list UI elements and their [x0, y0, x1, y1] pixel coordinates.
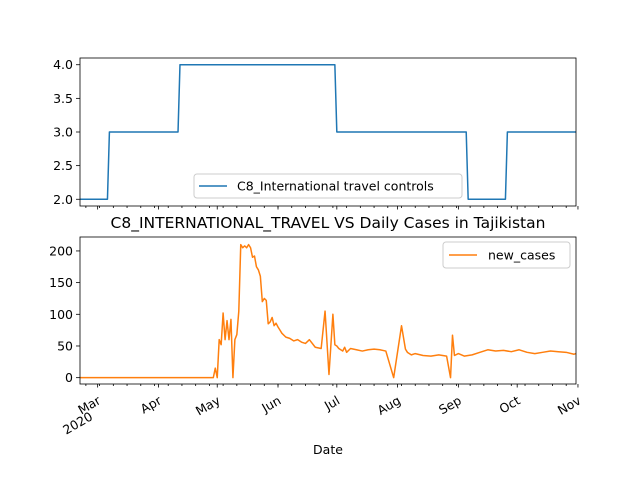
top-ytick-label-4: 4.0: [53, 57, 73, 72]
top-ytick-label-2: 3.0: [53, 125, 73, 140]
top-ytick-label-3: 3.5: [53, 91, 73, 106]
new-cases-series: [79, 243, 577, 379]
top-legend: C8_International travel controls: [193, 173, 463, 199]
bottom-ytick-label-0: 0: [65, 370, 73, 385]
top-ytick-label-0: 2.0: [53, 192, 73, 207]
x-axis-label: Date: [313, 442, 343, 457]
bottom-xtick-label-4: Jul: [321, 393, 342, 414]
travel-controls-series: [79, 63, 577, 201]
bottom-ytick-label-1: 50: [57, 338, 73, 353]
top-legend-label: C8_International travel controls: [237, 179, 434, 194]
top-line-0: [80, 63, 576, 201]
bottom-line-0: [80, 243, 577, 379]
bottom-legend: new_cases: [442, 241, 571, 269]
chart-title: C8_INTERNATIONAL_TRAVEL VS Daily Cases i…: [111, 214, 546, 233]
bottom-ytick-label-2: 100: [49, 307, 73, 322]
bottom-plot-frame: [79, 236, 577, 385]
top-plot-frame: [79, 57, 577, 207]
travel-controls-panel: 2.0 2.5 3.0 3.5 4.0 C8_International travel …: [53, 57, 579, 210]
top-ytick-label-1: 2.5: [53, 158, 73, 173]
bottom-y-axis-ticks: 0 50 100 150 200: [49, 243, 80, 385]
bottom-ytick-label-3: 150: [49, 275, 73, 290]
bottom-legend-box: [442, 241, 571, 269]
bottom-ytick-label-4: 200: [49, 243, 73, 258]
top-y-axis-ticks: 2.0 2.5 3.0 3.5 4.0: [53, 57, 80, 207]
bottom-legend-label: new_cases: [488, 248, 555, 263]
top-legend-box: [193, 173, 463, 199]
